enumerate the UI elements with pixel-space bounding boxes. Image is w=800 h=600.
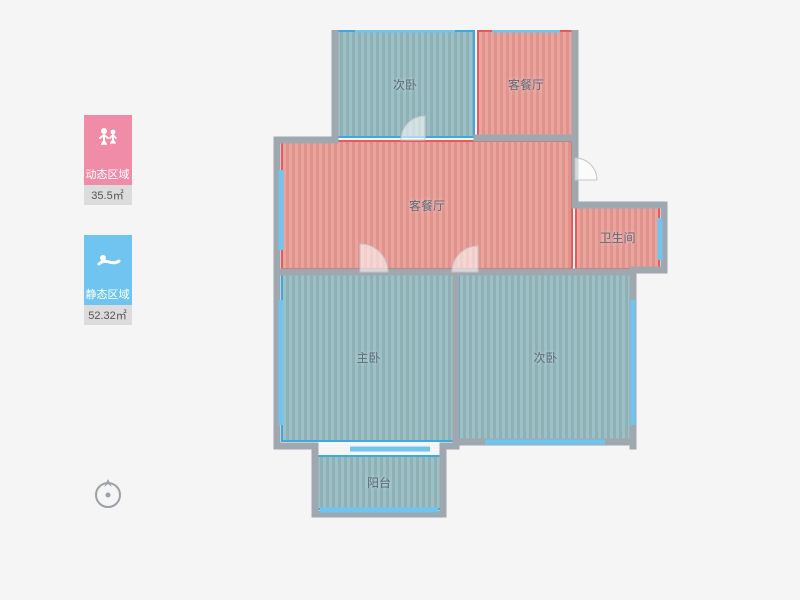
legend-dynamic-value: 35.5㎡: [84, 185, 132, 205]
sleep-icon: [84, 235, 132, 283]
room-living: 客餐厅: [281, 140, 573, 270]
room-label: 卫生间: [599, 229, 635, 246]
floorplan: 次卧客餐厅客餐厅卫生间主卧次卧阳台: [260, 30, 690, 570]
room-master: 主卧: [281, 272, 456, 442]
legend-dynamic-label: 动态区域: [84, 163, 132, 185]
room-bathroom: 卫生间: [575, 205, 660, 270]
legend-dynamic: 动态区域 35.5㎡: [80, 115, 135, 205]
legend-panel: 动态区域 35.5㎡ 静态区域 52.32㎡: [80, 115, 135, 355]
room-label: 主卧: [356, 349, 380, 366]
room-label: 客餐厅: [409, 197, 445, 214]
legend-static-value: 52.32㎡: [84, 305, 132, 325]
room-bedroom2-top: 次卧: [335, 30, 475, 138]
room-balcony: 阳台: [315, 455, 443, 510]
room-label: 次卧: [533, 349, 557, 366]
compass-icon: [90, 475, 126, 511]
room-dining-top: 客餐厅: [477, 30, 575, 138]
room-bedroom3: 次卧: [458, 272, 633, 442]
legend-static-label: 静态区域: [84, 283, 132, 305]
room-label: 阳台: [367, 474, 391, 491]
room-label: 客餐厅: [508, 76, 544, 93]
legend-static: 静态区域 52.32㎡: [80, 235, 135, 325]
people-icon: [84, 115, 132, 163]
room-label: 次卧: [393, 76, 417, 93]
